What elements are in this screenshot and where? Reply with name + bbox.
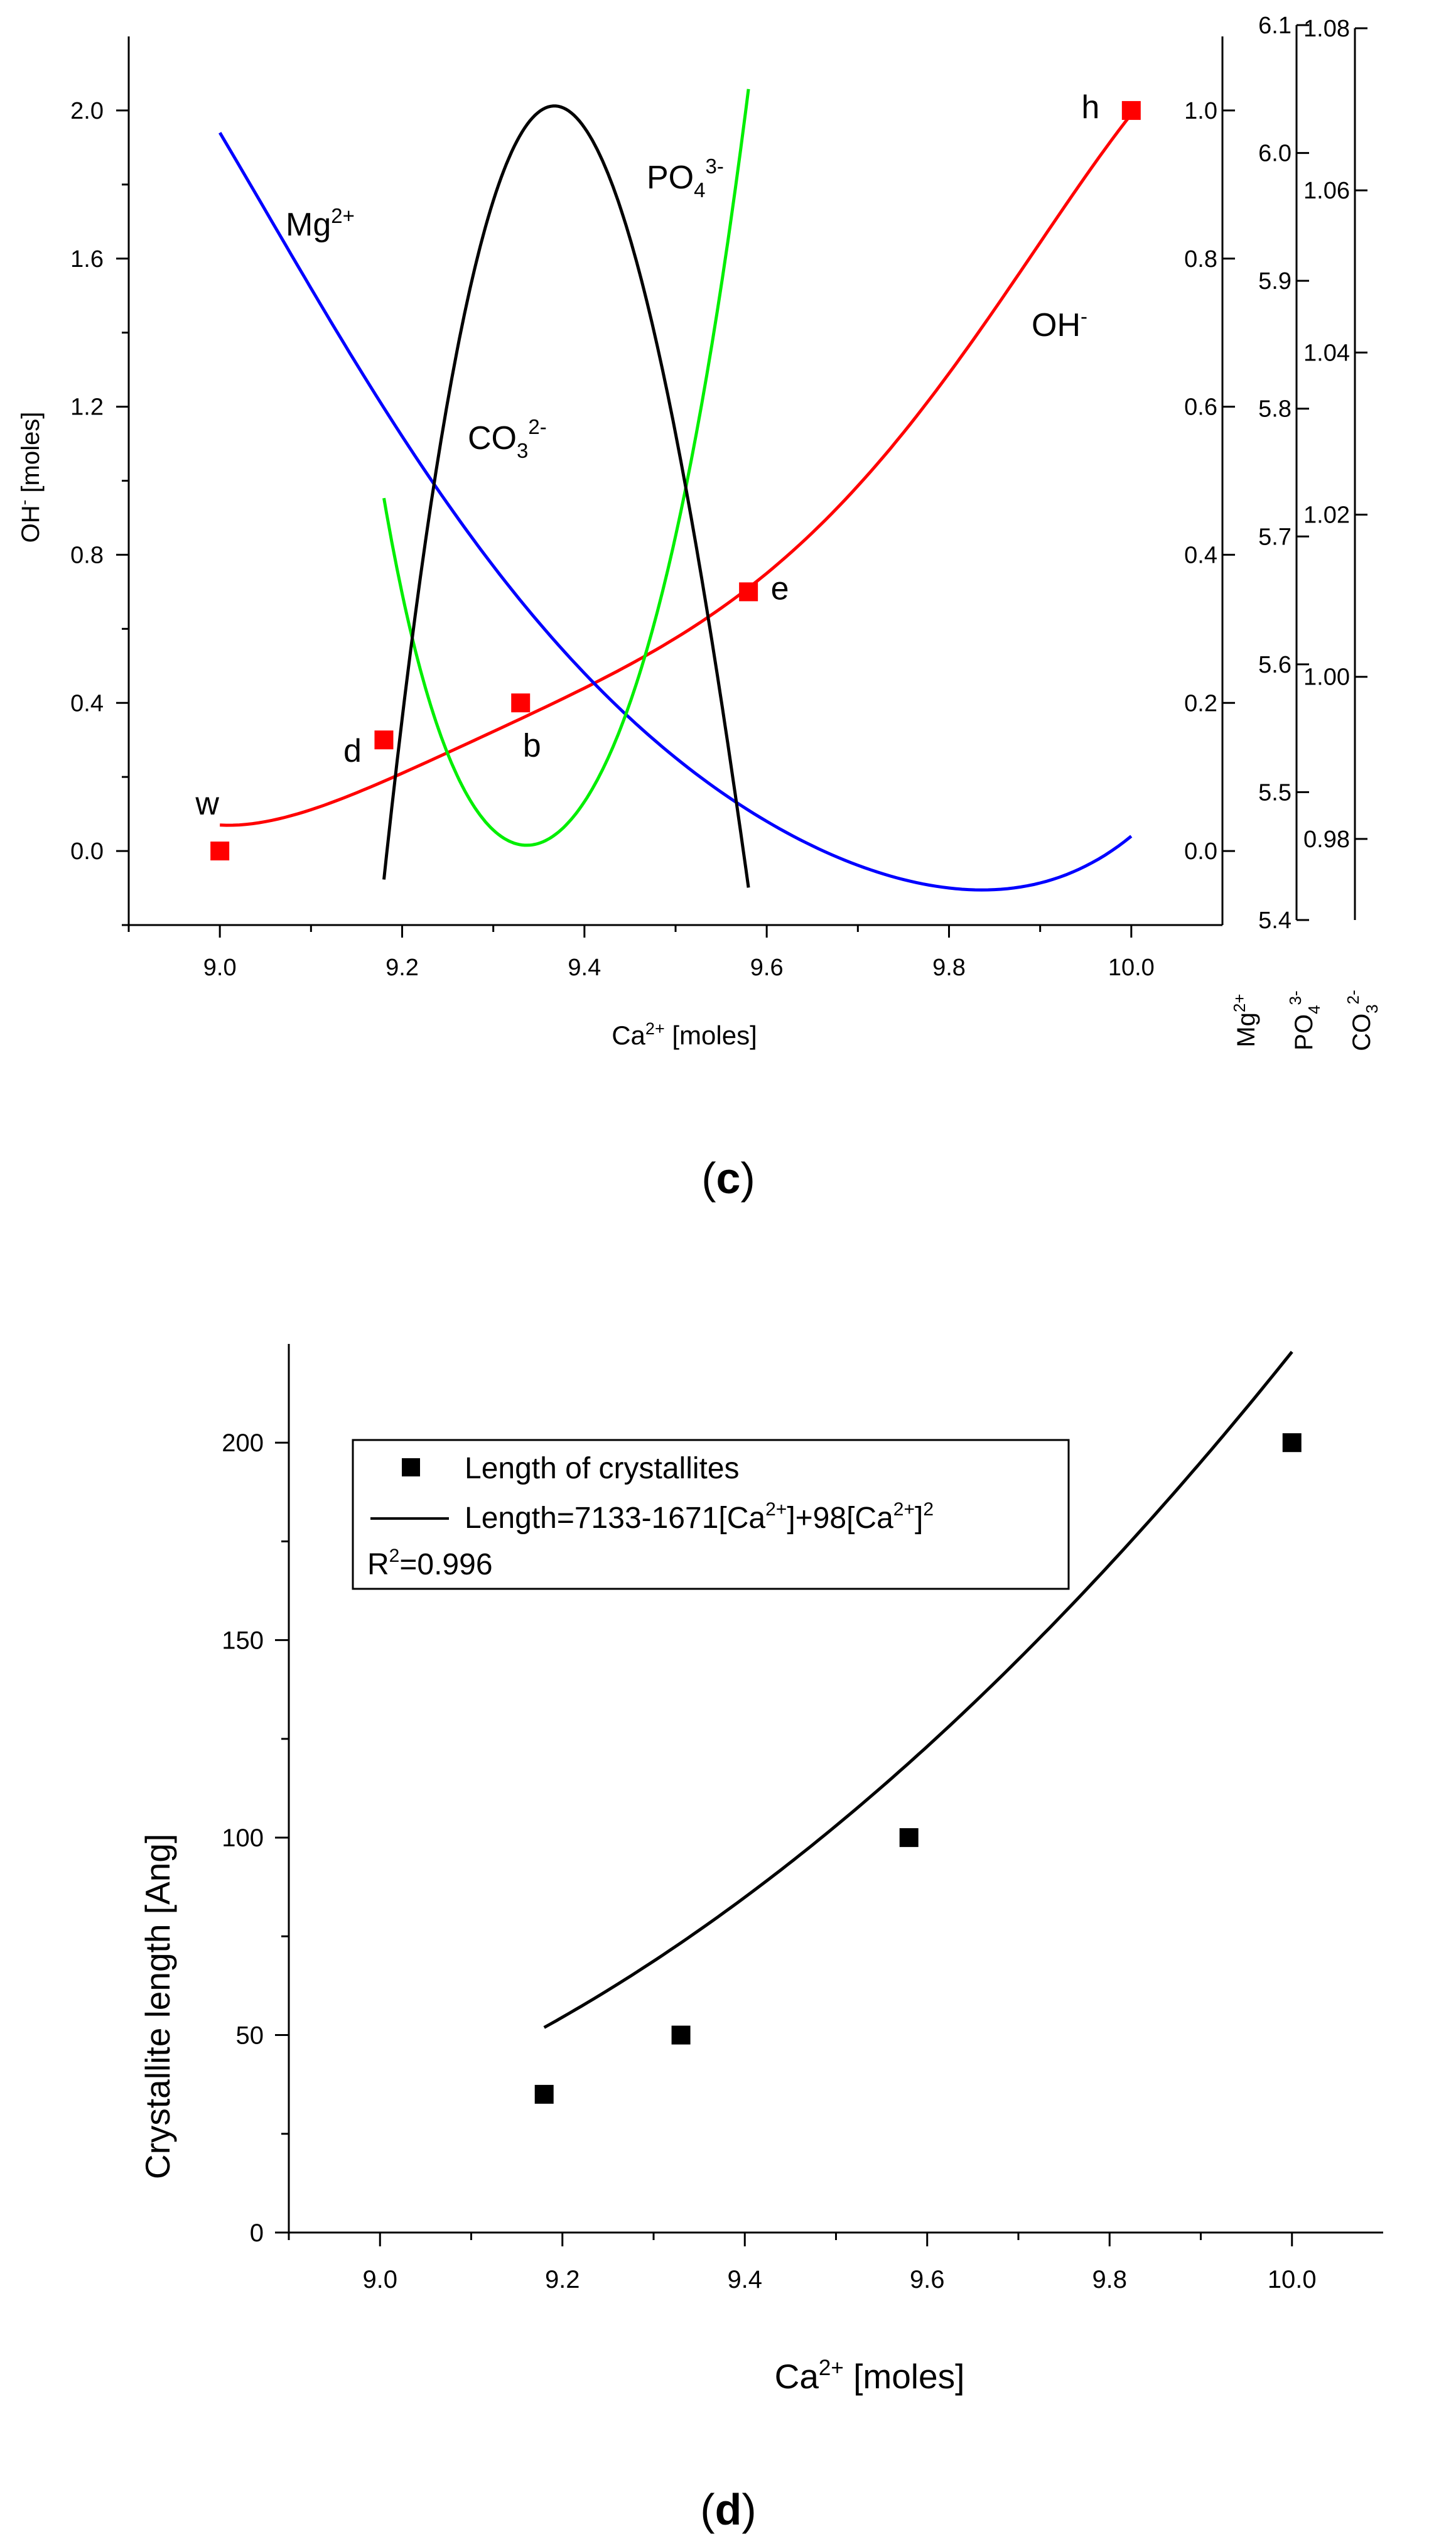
x-tick-label: 9.6 [750,955,784,981]
legend-entry-fit: Length=7133-1671[Ca2+]+98[Ca2+]2 [465,1499,934,1535]
y-tick-label-co: 1.06 [1303,178,1350,204]
x-tick-label: 9.8 [932,955,966,981]
curve-mg2 [218,132,1133,892]
point-label-e: e [771,570,789,607]
y-tick-label-po: 6.1 [1258,13,1292,39]
point-label-d: d [343,733,362,769]
y-tick-label-co: 0.98 [1303,826,1350,853]
panel-d-axes: 9.0 9.2 9.4 9.6 9.8 10.0 0 50 100 150 200 [222,1344,1383,2293]
x-tick-label: 9.2 [386,955,419,981]
data-point [1282,1433,1302,1453]
curve-label-mg: Mg2+ [286,204,355,243]
panel-c-axes: 9.0 9.2 9.4 9.6 9.8 10.0 0.0 0.4 0.8 1.2 1.6 2.0 0.0… [70,13,1367,981]
panel-c-curves [218,89,1133,892]
y-tick-label-co: 1.02 [1303,502,1350,529]
panel-c-co3-axis-label: CO32- [1344,990,1381,1051]
x-tick-label: 9.4 [568,955,601,981]
panel-d-chart: 9.0 9.2 9.4 9.6 9.8 10.0 0 50 100 150 200 Length o… [138,1344,1383,2534]
y-tick-label: 200 [222,1429,264,1457]
x-tick-label: 9.0 [203,955,237,981]
y-tick-label-po: 5.4 [1258,907,1292,934]
panel-c-xlabel: Ca2+ [moles] [612,1019,757,1050]
panel-c-chart: w d b e h 9.0 9.2 9.4 9.6 9.8 10.0 0.0 0.4 0.8 1.2 1.6… [14,13,1381,1203]
y-tick-label-mg: 0.8 [1184,246,1217,273]
y-tick-label-oh: 1.6 [70,246,104,273]
data-point-d [374,730,394,750]
curve-label-co3: CO32- [468,415,547,462]
data-point-e [739,582,758,602]
curve-label-oh: OH- [1032,305,1087,344]
point-label-w: w [195,786,219,822]
y-tick-label-po: 5.7 [1258,524,1292,550]
y-tick-label-po: 5.6 [1258,652,1292,678]
y-tick-label-mg: 0.4 [1184,542,1217,568]
point-label-b: b [523,727,541,764]
legend: Length of crystallites Length=7133-1671[… [352,1439,1070,1590]
panel-c-mg-axis-label: Mg2+ [1230,993,1260,1047]
legend-entry-points: Length of crystallites [465,1452,740,1485]
data-point [899,1828,919,1848]
y-tick-label: 100 [222,1824,264,1852]
panel-c-po4-axis-label: PO43- [1286,990,1324,1050]
y-tick-label-mg: 0.2 [1184,690,1217,717]
y-tick-label-po: 5.5 [1258,779,1292,806]
panel-d-ylabel: Crystallite length [Ang] [138,1834,177,2179]
y-tick-label: 150 [222,1627,264,1655]
y-tick-label: 50 [236,2022,264,2050]
legend-entry-r2: R2=0.996 [367,1546,493,1581]
data-point [671,2025,691,2045]
curve-oh [220,113,1133,827]
x-tick-label: 9.0 [362,2266,397,2293]
y-tick-label-po: 5.9 [1258,268,1292,295]
x-tick-label: 10.0 [1108,955,1155,981]
curve-po43 [382,89,750,847]
y-tick-label-mg: 0.6 [1184,394,1217,421]
y-tick-label-oh: 1.2 [70,394,104,421]
curve-co32 [382,104,750,888]
x-tick-label: 9.2 [545,2266,580,2293]
x-tick-label: 9.4 [727,2266,762,2293]
point-label-h: h [1081,89,1099,126]
panel-d-label: (d) [700,2485,756,2534]
y-tick-label-mg: 1.0 [1184,98,1217,124]
panel-d-points [534,1433,1302,2104]
legend-box [352,1439,1070,1590]
y-tick-label-oh: 2.0 [70,98,104,124]
panel-d-fit [543,1351,1293,2029]
x-tick-label: 9.8 [1092,2266,1127,2293]
legend-marker-square [402,1458,420,1476]
y-tick-label-co: 1.08 [1303,16,1350,42]
data-point-w [210,842,230,861]
panel-c-label: (c) [701,1154,755,1203]
y-tick-label-mg: 0.0 [1184,838,1217,865]
y-tick-label-po: 5.8 [1258,396,1292,423]
y-tick-label-oh: 0.4 [70,690,104,717]
y-tick-label-oh: 0.0 [70,838,104,865]
x-tick-label: 9.6 [910,2266,945,2293]
y-tick-label: 0 [250,2219,264,2247]
panel-c-ylabel: OH- [moles] [14,412,45,543]
data-point-b [511,693,531,713]
fit-curve [543,1351,1293,2029]
data-point-h [1121,100,1141,120]
y-tick-label-po: 6.0 [1258,141,1292,167]
y-tick-label-co: 1.04 [1303,340,1350,366]
panel-d-xlabel: Ca2+ [moles] [775,2356,965,2396]
y-tick-label-oh: 0.8 [70,542,104,568]
curve-label-po4: PO43- [647,154,724,202]
panel-c-points: w d b e h [195,89,1141,861]
data-point [534,2084,554,2104]
y-tick-label-co: 1.00 [1303,664,1350,691]
x-tick-label: 10.0 [1268,2266,1317,2293]
